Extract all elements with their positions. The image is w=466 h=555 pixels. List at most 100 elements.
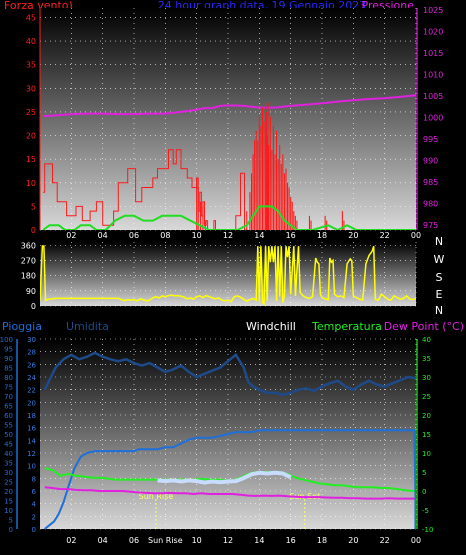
y-left-tick-label: 90 (26, 287, 36, 296)
x-tick-label: 04 (98, 536, 108, 545)
x-tick-label: 00 (411, 231, 421, 240)
y-temp-tick-label: 10 (422, 450, 431, 458)
y-humidity-tick-label: 0 (32, 526, 36, 534)
y-rain-tick-label: 40 (4, 450, 13, 458)
y-temp-tick-label: 5 (422, 469, 426, 477)
y-humidity-tick-label: 2 (32, 513, 36, 521)
wind_speed-line (42, 205, 416, 230)
direction-line (40, 245, 416, 306)
y-rain-tick-label: 95 (4, 346, 13, 354)
y-temp-tick-label: 35 (422, 355, 431, 363)
y-left-tick-label: 360 (21, 241, 36, 250)
y-rain-tick-label: 5 (9, 517, 13, 525)
x-tick-label: 06 (129, 536, 139, 545)
y-rain-tick-label: 100 (0, 336, 13, 344)
y-right-tick-label: 1020 (423, 28, 443, 37)
sun-annotation-label: Sun Rise (139, 492, 174, 501)
y-humidity-tick-label: 10 (27, 463, 36, 471)
y-rain-tick-label: 60 (4, 412, 13, 420)
y-temp-tick-label: 30 (422, 374, 431, 382)
x-tick-label: 22 (380, 536, 390, 545)
y-humidity-tick-label: 26 (27, 361, 36, 369)
y-rain-tick-label: 20 (4, 488, 13, 496)
y-left-tick-label: 35 (26, 61, 36, 70)
dewpoint-line (44, 486, 416, 500)
y-right-tick-label: 985 (423, 178, 438, 187)
chart2-series (40, 245, 416, 306)
x-tick-label: 14 (254, 536, 264, 545)
y-rain-tick-label: 75 (4, 384, 13, 392)
chart2-background (40, 242, 416, 306)
compass-label: N (435, 304, 443, 317)
y-right-tick-label: 1025 (423, 6, 443, 15)
y-right-tick-label: 980 (423, 199, 438, 208)
y-left-tick-label: 180 (21, 272, 36, 281)
y-temp-tick-label: -10 (422, 526, 433, 534)
y-humidity-tick-label: 6 (32, 488, 37, 496)
y-temp-tick-label: -5 (422, 507, 429, 515)
x-tick-label: 08 (160, 231, 170, 240)
y-humidity-tick-label: 12 (27, 450, 36, 458)
rain-total-bar (414, 430, 416, 529)
x-tick-label: 20 (348, 231, 358, 240)
chart1-series (42, 94, 416, 230)
y-rain-tick-label: 50 (4, 431, 13, 439)
x-tick-label: 20 (348, 536, 358, 545)
x-tick-label: 00 (411, 536, 421, 545)
y-left-tick-label: 15 (26, 155, 36, 164)
y-temp-tick-label: 0 (422, 488, 426, 496)
x-tick-label: 02 (66, 231, 76, 240)
legend-pioggia: Pioggia (2, 320, 42, 333)
chart3-series: Sun Rise Sun Set (43, 351, 416, 529)
y-right-tick-label: 1005 (423, 92, 443, 101)
y-temp-tick-label: 25 (422, 393, 431, 401)
y-left-tick-label: 10 (26, 179, 36, 188)
y-humidity-tick-label: 22 (27, 387, 36, 395)
y-right-tick-label: 1015 (423, 49, 443, 58)
y-left-tick-label: 25 (26, 108, 36, 117)
x-tick-label: 12 (223, 231, 233, 240)
y-humidity-tick-label: 30 (27, 336, 36, 344)
x-tick-label: 16 (286, 536, 296, 545)
y-humidity-tick-label: 16 (27, 425, 36, 433)
y-humidity-tick-label: 14 (27, 437, 36, 445)
x-tick-label: 18 (317, 231, 327, 240)
x-tick-label: 10 (192, 536, 202, 545)
y-rain-tick-label: 80 (4, 374, 13, 382)
y-left-tick-label: 0 (31, 302, 36, 311)
y-left-tick-label: 30 (26, 84, 36, 93)
y-rain-tick-label: 35 (4, 460, 13, 468)
y-rain-tick-label: 55 (4, 422, 13, 430)
legend-temperatura: Temperatura (311, 320, 382, 333)
x-tick-label: 10 (192, 231, 202, 240)
x-tick-label: 22 (380, 231, 390, 240)
y-right-tick-label: 995 (423, 135, 438, 144)
y-rain-tick-label: 85 (4, 365, 13, 373)
y-temp-tick-label: 40 (422, 336, 431, 344)
wind-pressure-chart: 0510152025303540459759809859909951000100… (26, 6, 444, 240)
y-right-tick-label: 1000 (423, 113, 443, 122)
y-right-tick-label: 990 (423, 156, 438, 165)
legend-umidita: Umidita (66, 320, 109, 333)
y-rain-tick-label: 45 (4, 441, 13, 449)
y-rain-tick-label: 25 (4, 479, 13, 487)
y-humidity-tick-label: 24 (27, 374, 36, 382)
y-left-tick-label: 270 (21, 257, 36, 266)
y-rain-tick-label: 30 (4, 469, 13, 477)
chart3-axes: 0510152025303540455055606570758085909510… (0, 336, 433, 545)
y-humidity-tick-label: 28 (27, 349, 36, 357)
y-humidity-tick-label: 18 (27, 412, 36, 420)
x-tick-label: 14 (254, 231, 264, 240)
rain-temp-chart: Sun Rise Sun Set 051015202530354045505560… (0, 336, 433, 545)
x-tick-label: 04 (98, 231, 108, 240)
compass-label: E (436, 288, 443, 301)
y-temp-tick-label: 15 (422, 431, 431, 439)
legend-dewpoint: Dew Point (°C) (384, 320, 464, 333)
compass-label: S (436, 271, 443, 284)
x-tick-label: 02 (66, 536, 76, 545)
y-rain-tick-label: 15 (4, 498, 13, 506)
pressure-line (43, 94, 416, 118)
compass-label: N (435, 235, 443, 248)
